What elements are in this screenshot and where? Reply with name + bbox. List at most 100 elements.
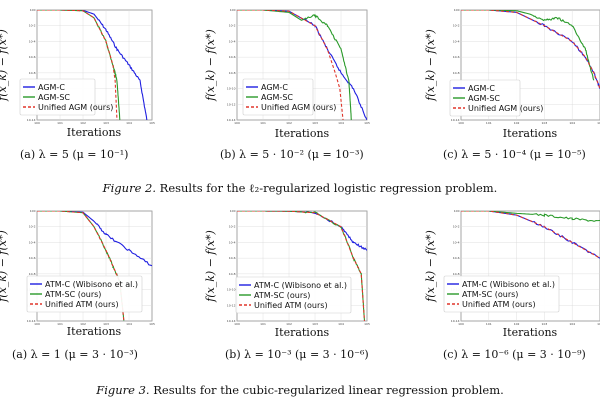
y-tick-label: 10-2 bbox=[29, 24, 36, 28]
x-tick-label: 100 bbox=[458, 322, 464, 326]
y-tick-label: 10-6 bbox=[453, 55, 460, 59]
y-tick-label: 10-12 bbox=[227, 102, 236, 106]
legend-box bbox=[19, 78, 96, 116]
x-tick-label: 101 bbox=[260, 322, 266, 326]
series-group bbox=[37, 10, 148, 120]
y-tick-label: 10-10 bbox=[227, 288, 236, 292]
y-tick-label: 100 bbox=[454, 209, 460, 213]
y-tick-label: 10-4 bbox=[29, 39, 36, 43]
x-tick-label: 103 bbox=[312, 121, 318, 125]
x-axis-label: Iterations bbox=[275, 127, 330, 140]
legend-entry: ATM-SC (ours) bbox=[254, 291, 310, 300]
x-tick-label: 101 bbox=[260, 121, 266, 125]
y-tick-label: 100 bbox=[454, 8, 460, 12]
legend-entry: ATM-C (Wibisono et al.) bbox=[462, 280, 555, 289]
series-group bbox=[461, 10, 600, 90]
subfigure-caption: (c) λ = 10⁻⁶ (μ = 3 · 10⁻⁹) bbox=[443, 348, 586, 361]
x-tick-label: 105 bbox=[149, 121, 155, 125]
x-tick-label: 103 bbox=[312, 322, 318, 326]
y-tick-label: 10-14 bbox=[451, 118, 460, 122]
chart-legend: ATM-C (Wibisono et al.)ATM-SC (ours)Unif… bbox=[26, 275, 143, 313]
x-tick-label: 103 bbox=[103, 322, 109, 326]
y-tick-label: 10-6 bbox=[29, 55, 36, 59]
y-tick-label: 10-14 bbox=[451, 319, 460, 323]
legend-entry: Unified AGM (ours) bbox=[261, 103, 336, 112]
y-tick-label: 100 bbox=[230, 8, 236, 12]
x-tick-label: 105 bbox=[597, 121, 600, 125]
legend-entry: Unified ATM (ours) bbox=[254, 301, 328, 310]
y-tick-label: 10-6 bbox=[453, 256, 460, 260]
y-tick-label: 10-8 bbox=[229, 272, 236, 276]
y-tick-label: 100 bbox=[30, 8, 36, 12]
x-tick-label: 102 bbox=[80, 121, 86, 125]
chart-legend: ATM-C (Wibisono et al.)ATM-SC (ours)Unif… bbox=[443, 275, 560, 313]
y-axis-label: f(x_k) − f(x*) bbox=[204, 29, 217, 102]
x-tick-label: 105 bbox=[364, 121, 370, 125]
subfigure-caption: (c) λ = 5 · 10⁻⁴ (μ = 10⁻⁵) bbox=[443, 148, 586, 161]
x-axis-label: Iterations bbox=[67, 126, 122, 139]
x-tick-label: 101 bbox=[57, 121, 63, 125]
x-tick-label: 105 bbox=[149, 322, 155, 326]
x-tick-label: 103 bbox=[103, 121, 109, 125]
chart-panel-3: 10010110210310410510-1410-1210-1010-810-… bbox=[424, 8, 600, 161]
y-tick-label: 10-2 bbox=[229, 24, 236, 28]
subfigure-caption: (b) λ = 10⁻³ (μ = 3 · 10⁻⁶) bbox=[225, 348, 369, 361]
x-tick-label: 100 bbox=[234, 322, 240, 326]
legend-entry: AGM-C bbox=[468, 84, 495, 93]
x-tick-label: 104 bbox=[126, 121, 132, 125]
y-tick-label: 10-12 bbox=[227, 303, 236, 307]
subfigure-caption: (b) λ = 5 · 10⁻² (μ = 10⁻³) bbox=[220, 148, 364, 161]
x-axis-label: Iterations bbox=[503, 326, 558, 339]
figure-panels: 100 101 102 103 104 105 10-14 10-12 10-10 10-8 10-… bbox=[0, 8, 600, 361]
y-tick-label: 100 bbox=[230, 209, 236, 213]
legend-entry: Unified ATM (ours) bbox=[45, 300, 119, 309]
y-tick-label: 10-2 bbox=[29, 225, 36, 229]
x-tick-label: 100 bbox=[34, 121, 40, 125]
x-tick-label: 105 bbox=[597, 322, 600, 326]
legend-entry: Unified AGM (ours) bbox=[38, 103, 113, 112]
y-tick-label: 10-4 bbox=[229, 39, 236, 43]
series-group bbox=[461, 211, 600, 259]
x-axis-label: Iterations bbox=[275, 326, 330, 339]
chart-panel-4: 10010110210310410510-1410-1210-1010-810-… bbox=[0, 209, 155, 361]
series-line-2 bbox=[461, 10, 595, 81]
series-line-2 bbox=[461, 211, 600, 222]
x-tick-label: 102 bbox=[514, 322, 520, 326]
y-tick-label: 10-6 bbox=[229, 55, 236, 59]
y-axis-label: f(x_k) − f(x*) bbox=[0, 29, 9, 102]
y-tick-label: 10-14 bbox=[27, 319, 36, 323]
y-axis-label: f(x_k) − f(x*) bbox=[424, 230, 437, 303]
chart-panel-1: 10010110210310410510-1410-1210-1010-810-… bbox=[0, 8, 155, 161]
y-tick-label: 10-4 bbox=[29, 240, 36, 244]
x-tick-label: 104 bbox=[338, 322, 344, 326]
legend-entry: ATM-SC (ours) bbox=[45, 290, 101, 299]
x-tick-label: 104 bbox=[338, 121, 344, 125]
figure-3-caption: Figure 3. Results for the cubic-regulari… bbox=[95, 383, 504, 397]
series-group bbox=[237, 211, 367, 321]
y-tick-label: 10-4 bbox=[453, 240, 460, 244]
legend-box bbox=[26, 275, 143, 313]
x-tick-label: 104 bbox=[569, 121, 575, 125]
series-line-3 bbox=[461, 211, 600, 259]
series-line-3 bbox=[237, 211, 366, 321]
y-axis-label: f(x_k) − f(x*) bbox=[204, 230, 217, 303]
chart-panel-5: 100 101 102 103 104 105 10-14 10-12 10-10 10-8 10-… bbox=[204, 209, 370, 361]
x-tick-label: 102 bbox=[80, 322, 86, 326]
x-tick-label: 105 bbox=[364, 322, 370, 326]
legend-entry: AGM-C bbox=[261, 83, 288, 92]
legend-entry: Unified AGM (ours) bbox=[468, 104, 543, 113]
x-tick-label: 100 bbox=[458, 121, 464, 125]
y-axis-label: f(x_k) − f(x*) bbox=[0, 230, 9, 303]
x-tick-label: 101 bbox=[57, 322, 63, 326]
x-tick-label: 104 bbox=[126, 322, 132, 326]
chart-panel-2: 100 101 102 103 104 105 10-14 10-12 10-10 10-8 10-… bbox=[204, 8, 370, 161]
y-tick-label: 10-6 bbox=[229, 256, 236, 260]
y-tick-label: 10-14 bbox=[227, 118, 236, 122]
x-tick-label: 102 bbox=[286, 322, 292, 326]
x-tick-label: 103 bbox=[542, 322, 548, 326]
legend-box bbox=[449, 79, 521, 117]
legend-entry: ATM-C (Wibisono et al.) bbox=[45, 280, 138, 289]
